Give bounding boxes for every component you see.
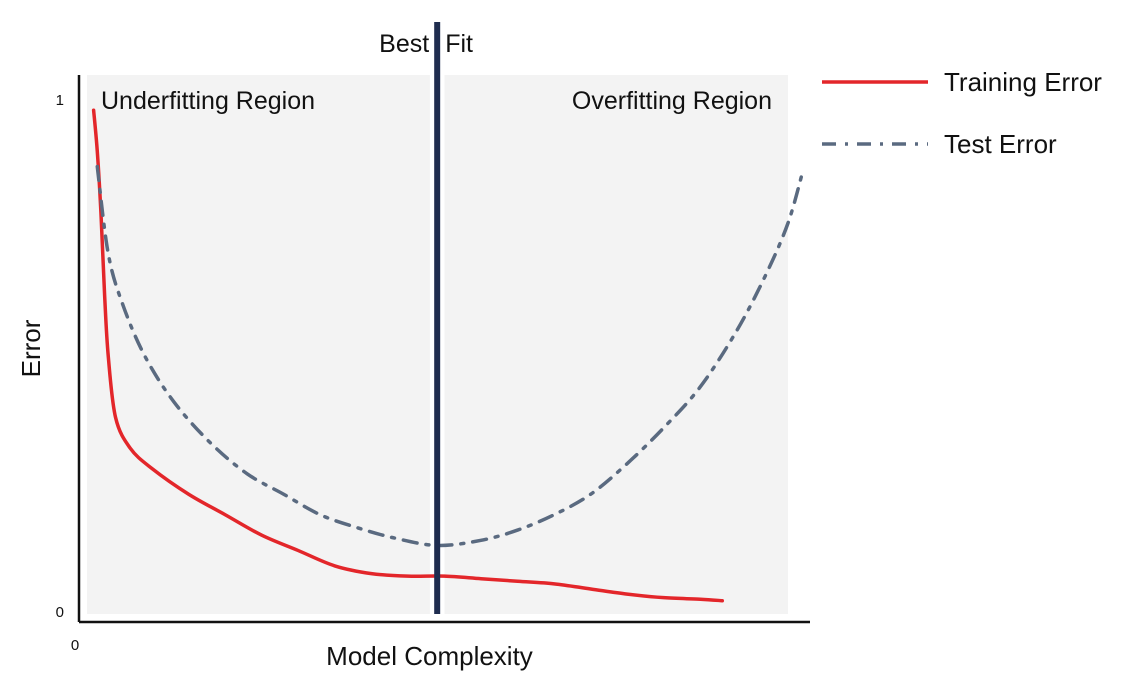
legend-label-0: Training Error <box>944 67 1102 97</box>
overfitting-region-label: Overfitting Region <box>572 87 772 115</box>
x-axis-title: Model Complexity <box>326 641 533 671</box>
y-axis-title: Error <box>16 319 46 377</box>
best-fit-label-left: Best <box>379 30 429 58</box>
region-1 <box>444 75 788 614</box>
x-tick-label-0: 0 <box>71 637 79 654</box>
region-0 <box>87 75 430 614</box>
y-tick-label-0: 0 <box>56 604 64 621</box>
legend-label-1: Test Error <box>944 129 1057 159</box>
series-line-0 <box>91 108 725 603</box>
best-fit-label-right: Fit <box>445 30 473 58</box>
legend: Training Error Test Error <box>822 67 1102 159</box>
shaded-regions <box>87 75 788 614</box>
tick-labels: 0 1 0 <box>56 92 80 654</box>
y-tick-label-1: 1 <box>56 92 64 109</box>
underfitting-region-label: Underfitting Region <box>101 87 315 115</box>
